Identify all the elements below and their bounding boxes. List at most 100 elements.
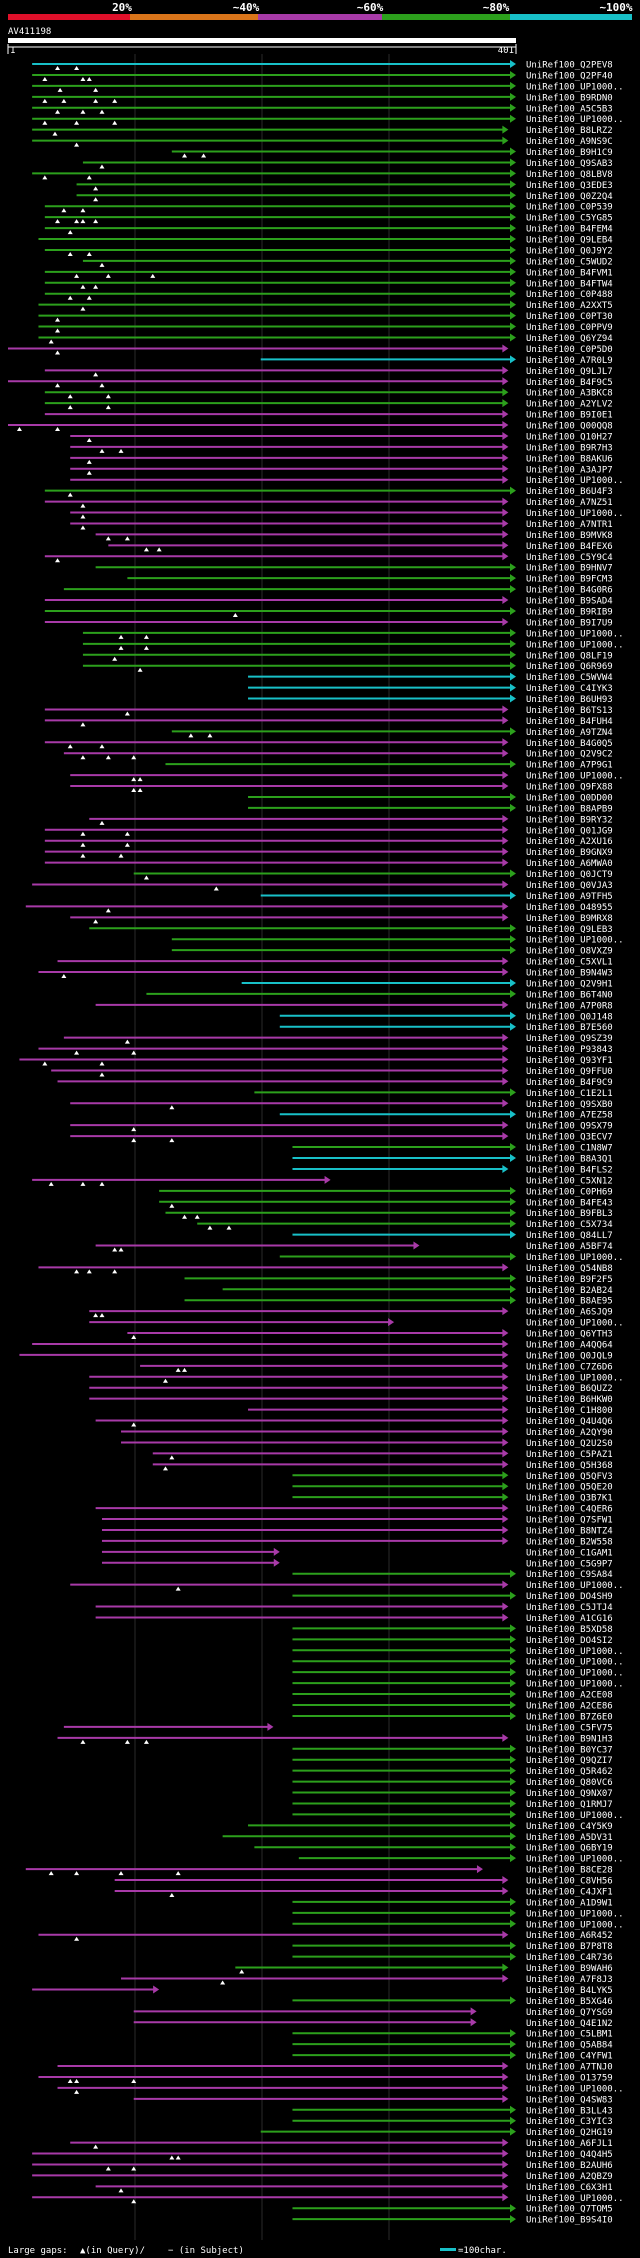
hit-row[interactable]: UniRef100_C4YFW1 [292, 2051, 613, 2062]
hit-row[interactable]: UniRef100_O8VXZ9 [171, 946, 613, 957]
hit-row[interactable]: UniRef100_Q9QZI7 [292, 1755, 613, 1767]
hit-row[interactable]: UniRef100_UP1000.. [292, 1668, 624, 1679]
hit-row[interactable]: UniRef100_B9S4I0 [292, 2215, 613, 2226]
hit-row[interactable]: UniRef100_B8NTZ4 [101, 1525, 613, 1537]
hit-label[interactable]: UniRef100_B4FUH4 [526, 717, 613, 727]
hit-label[interactable]: UniRef100_Q4E1N2 [526, 2019, 613, 2029]
hit-row[interactable]: UniRef100_Q9LEB3 [89, 924, 613, 935]
hit-row[interactable]: UniRef100_C8VH56 [114, 1876, 613, 1887]
hit-label[interactable]: UniRef100_A7TNJ0 [526, 2063, 613, 2073]
hit-label[interactable]: UniRef100_B7E560 [526, 1023, 613, 1033]
hit-label[interactable]: UniRef100_C4YFW1 [526, 2052, 613, 2062]
hit-label[interactable]: UniRef100_Q8LF19 [526, 651, 613, 661]
hit-row[interactable]: UniRef100_Q5R462 [292, 1766, 613, 1778]
hit-label[interactable]: UniRef100_A4QQ64 [526, 1340, 613, 1350]
hit-label[interactable]: UniRef100_UP1000.. [526, 1855, 624, 1865]
hit-row[interactable]: UniRef100_C5G9P7 [101, 1558, 613, 1570]
hit-row[interactable]: UniRef100_B9RDN0 [32, 92, 613, 104]
hit-label[interactable]: UniRef100_UP1000.. [526, 1373, 624, 1383]
hit-row[interactable]: UniRef100_UP1000.. [292, 1810, 624, 1821]
hit-label[interactable]: UniRef100_Q7SFW1 [526, 1516, 613, 1526]
hit-row[interactable]: UniRef100_A7P9G1 [165, 760, 613, 771]
hit-row[interactable]: UniRef100_C5YG85 [44, 213, 613, 224]
hit-row[interactable]: UniRef100_B4FVM1 [44, 267, 613, 279]
hit-label[interactable]: UniRef100_Q9FFU0 [526, 1067, 613, 1077]
hit-label[interactable]: UniRef100_Q3B7K1 [526, 1494, 613, 1504]
hit-row[interactable]: UniRef100_Q1RMJ7 [292, 1799, 613, 1810]
hit-label[interactable]: UniRef100_A7P9G1 [526, 761, 613, 771]
hit-row[interactable]: UniRef100_Q5H368 [152, 1460, 613, 1471]
hit-label[interactable]: UniRef100_B8NTZ4 [526, 1526, 613, 1536]
hit-label[interactable]: UniRef100_B5XG46 [526, 1997, 613, 2007]
hit-label[interactable]: UniRef100_B9RIB9 [526, 608, 613, 618]
hit-label[interactable]: UniRef100_C5PAZ1 [526, 1450, 613, 1460]
hit-row[interactable]: UniRef100_C0PH69 [159, 1186, 613, 1198]
hit-label[interactable]: UniRef100_O48955 [526, 903, 613, 913]
hit-label[interactable]: UniRef100_UP1000.. [526, 1669, 624, 1679]
hit-label[interactable]: UniRef100_Q9FX88 [526, 783, 613, 793]
hit-row[interactable]: UniRef100_UP1000.. [89, 1372, 624, 1384]
hit-row[interactable]: UniRef100_A2QY90 [121, 1427, 613, 1439]
hit-label[interactable]: UniRef100_A2CE08 [526, 1691, 613, 1701]
hit-label[interactable]: UniRef100_Q2V9C2 [526, 750, 613, 760]
hit-row[interactable]: UniRef100_Q0DD00 [248, 792, 613, 804]
hit-row[interactable]: UniRef100_C0PT30 [38, 311, 613, 323]
hit-label[interactable]: UniRef100_B4FVM1 [526, 268, 613, 278]
hit-label[interactable]: UniRef100_C1GAM1 [526, 1548, 613, 1558]
hit-row[interactable]: UniRef100_C0P488 [44, 289, 613, 301]
hit-row[interactable]: UniRef100_Q9LJL7 [44, 366, 613, 377]
hit-label[interactable]: UniRef100_A9NS9C [526, 137, 613, 147]
hit-label[interactable]: UniRef100_C4Y5K9 [526, 1822, 613, 1832]
hit-row[interactable]: UniRef100_Q3ECV7 [70, 1132, 613, 1143]
hit-row[interactable]: UniRef100_B9I0E1 [44, 410, 613, 421]
hit-label[interactable]: UniRef100_Q2V9H1 [526, 979, 613, 989]
hit-row[interactable]: UniRef100_B6HKW0 [89, 1394, 613, 1406]
hit-label[interactable]: UniRef100_Q2PEV8 [526, 61, 613, 71]
hit-row[interactable]: UniRef100_Q2PF40 [32, 70, 613, 82]
hit-label[interactable]: UniRef100_C5WUD2 [526, 257, 613, 267]
hit-label[interactable]: UniRef100_Q01JG9 [526, 826, 613, 836]
hit-label[interactable]: UniRef100_Q0DD00 [526, 793, 613, 803]
hit-row[interactable]: UniRef100_B8AE95 [184, 1296, 613, 1307]
hit-row[interactable]: UniRef100_UP1000.. [32, 114, 624, 126]
hit-label[interactable]: UniRef100_B9MVK8 [526, 531, 613, 541]
hit-row[interactable]: UniRef100_Q8LF19 [82, 650, 613, 662]
hit-row[interactable]: UniRef100_Q7YSG9 [133, 2007, 613, 2018]
hit-row[interactable]: UniRef100_C5FV75 [63, 1722, 613, 1734]
hit-row[interactable]: UniRef100_O13759 [38, 2072, 613, 2084]
hit-label[interactable]: UniRef100_A5C5B3 [526, 104, 613, 114]
hit-row[interactable]: UniRef100_A2XXT5 [38, 300, 613, 312]
hit-label[interactable]: UniRef100_Q3ECV7 [526, 1133, 613, 1143]
hit-label[interactable]: UniRef100_B7P8T8 [526, 1942, 613, 1952]
hit-label[interactable]: UniRef100_UP1000.. [526, 476, 624, 486]
hit-row[interactable]: UniRef100_UP1000.. [292, 1919, 624, 1931]
hit-row[interactable]: UniRef100_A6FJL1 [70, 2138, 613, 2150]
hit-row[interactable]: UniRef100_C9SA84 [292, 1569, 613, 1581]
hit-row[interactable]: UniRef100_B4FEX6 [108, 541, 613, 552]
hit-label[interactable]: UniRef100_A7NZ51 [526, 498, 613, 508]
hit-label[interactable]: UniRef100_B4LYK5 [526, 1986, 613, 1996]
hit-row[interactable]: UniRef100_A6SJQ9 [89, 1307, 613, 1318]
hit-row[interactable]: UniRef100_Q01JG9 [44, 825, 613, 837]
hit-row[interactable]: UniRef100_P93843 [38, 1044, 613, 1056]
hit-row[interactable]: UniRef100_A1D9W1 [292, 1897, 613, 1909]
hit-label[interactable]: UniRef100_Q5QE20 [526, 1483, 613, 1493]
hit-label[interactable]: UniRef100_Q1RMJ7 [526, 1800, 613, 1810]
hit-label[interactable]: UniRef100_UP1000.. [526, 115, 624, 125]
hit-row[interactable]: UniRef100_B7E560 [279, 1022, 613, 1034]
hit-row[interactable]: UniRef100_Q4U4Q6 [95, 1416, 613, 1428]
hit-row[interactable]: UniRef100_A4QQ64 [32, 1339, 613, 1351]
hit-row[interactable]: UniRef100_Q0J148 [279, 1011, 613, 1023]
hit-label[interactable]: UniRef100_UP1000.. [526, 1920, 624, 1930]
hit-label[interactable]: UniRef100_C9SA84 [526, 1570, 613, 1580]
hit-row[interactable]: UniRef100_UP1000.. [82, 639, 624, 651]
hit-row[interactable]: UniRef100_Q10H27 [70, 431, 613, 443]
hit-label[interactable]: UniRef100_B4F9C5 [526, 378, 613, 388]
hit-label[interactable]: UniRef100_Q9LEB3 [526, 925, 613, 935]
hit-label[interactable]: UniRef100_Q93YF1 [526, 1056, 613, 1066]
hit-label[interactable]: UniRef100_B8CE28 [526, 1866, 613, 1876]
hit-row[interactable]: UniRef100_Q3EDE3 [76, 180, 613, 191]
hit-row[interactable]: UniRef100_Q84LL7 [292, 1230, 613, 1242]
hit-label[interactable]: UniRef100_UP1000.. [526, 936, 624, 946]
hit-row[interactable]: UniRef100_UP1000.. [32, 81, 624, 93]
